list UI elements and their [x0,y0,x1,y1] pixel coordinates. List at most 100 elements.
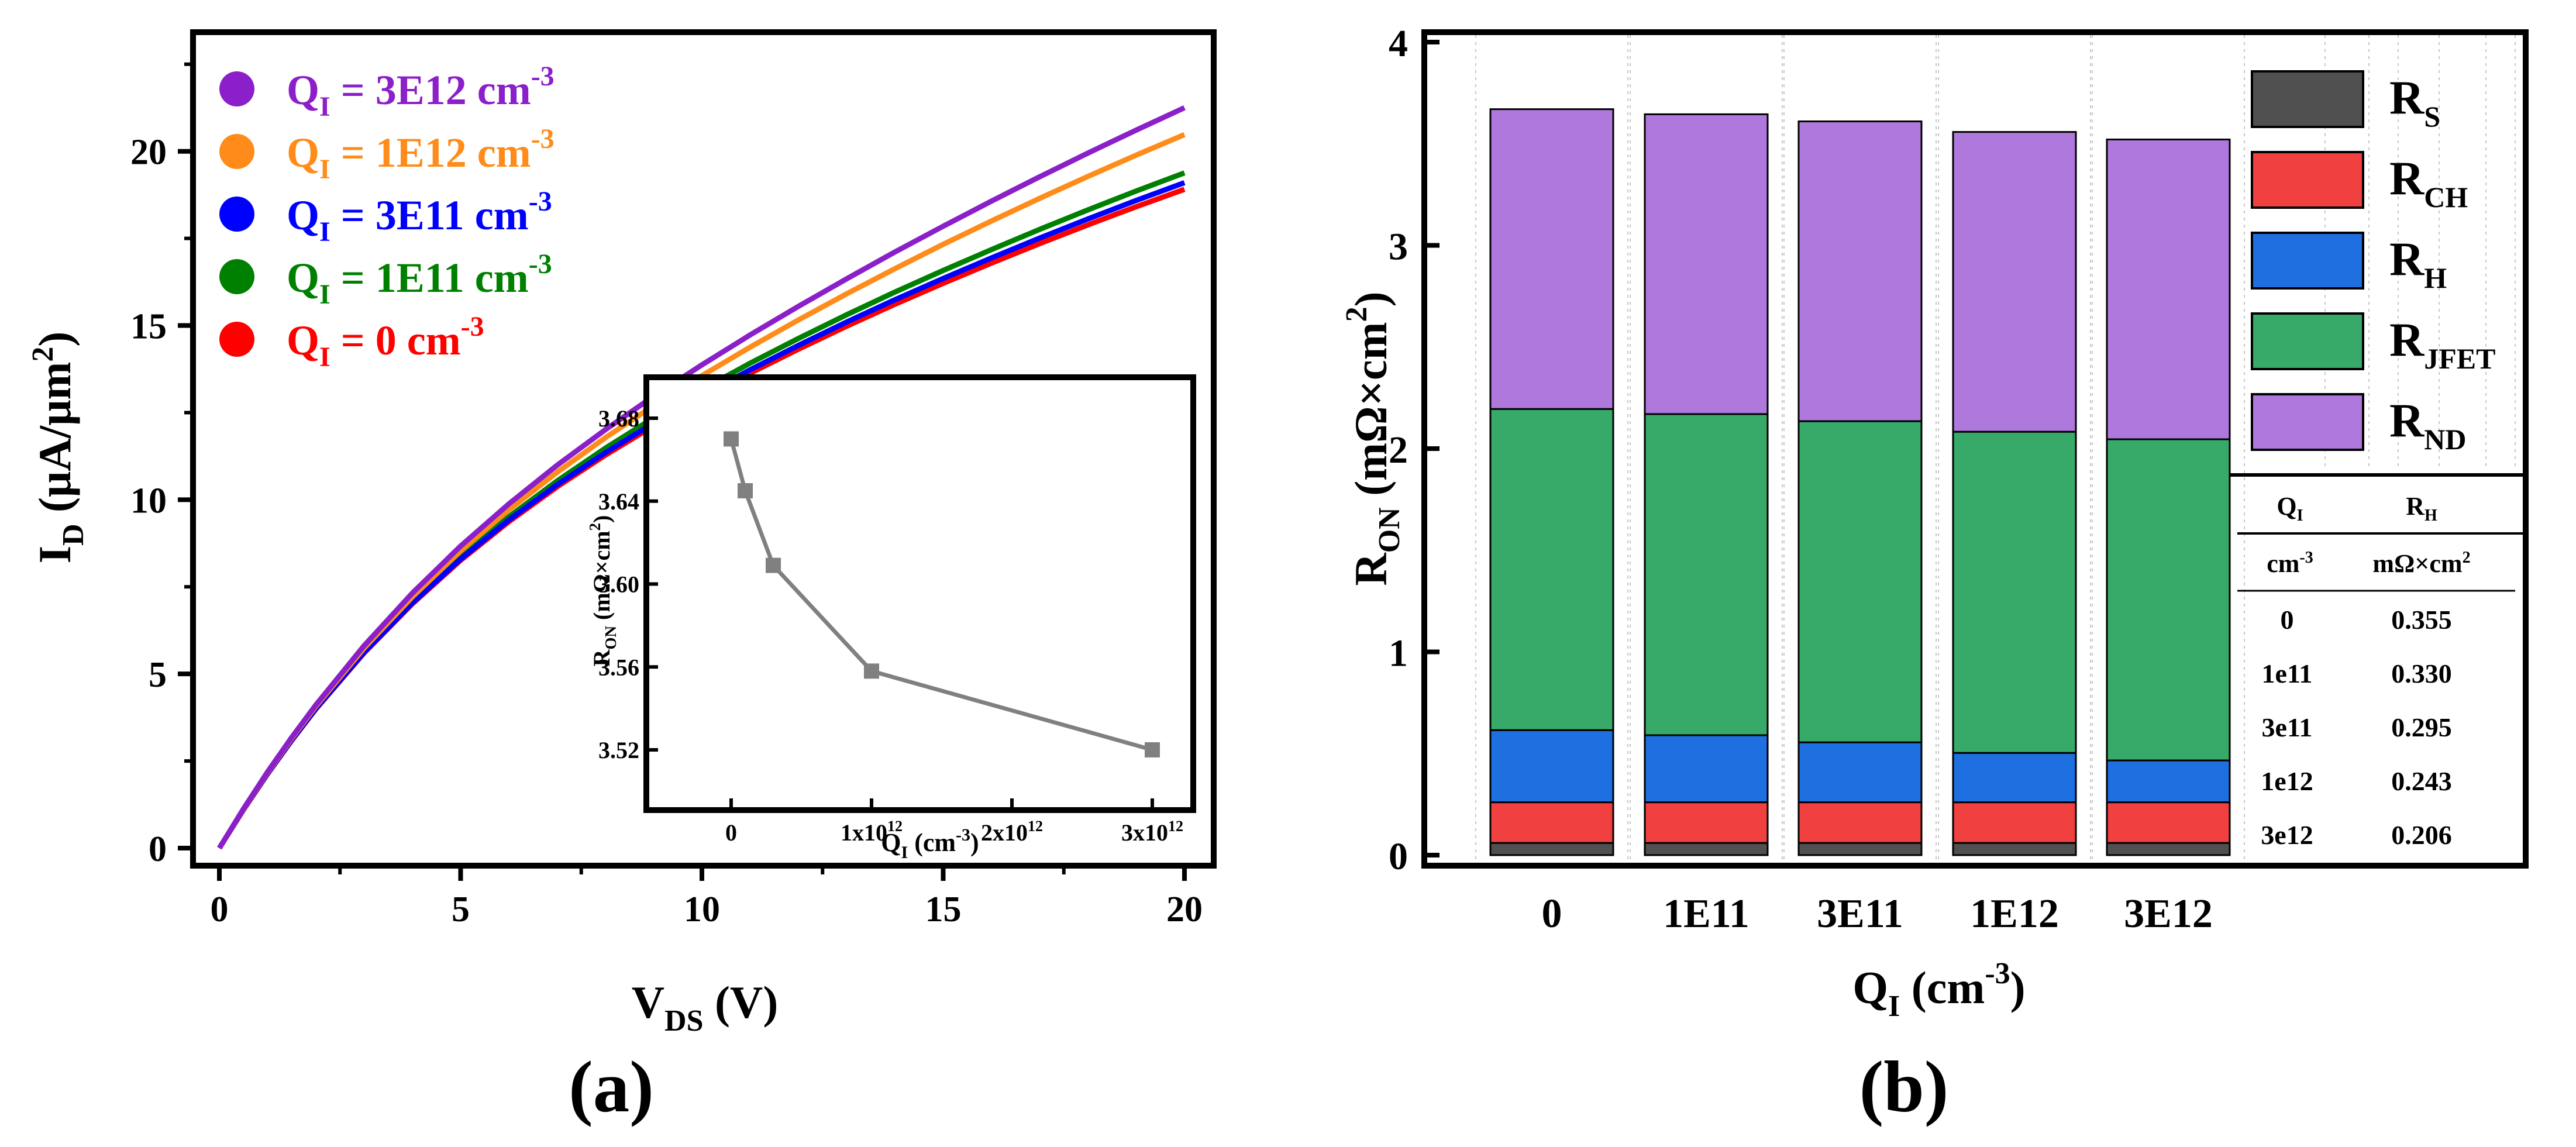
panel-a-xtick-label: 0 [211,890,229,929]
bar-segment-r-s [1797,842,1923,856]
inset-point [1145,742,1160,757]
bar-segment-r-h [1644,734,1769,804]
inset-marks [724,431,1160,757]
panel-a-ticks: 0 5 10 15 20 0 5 10 15 20 [130,62,1203,929]
panel-b-ytick-label: 3 [1389,226,1408,268]
inset-ytick-label: 3.64 [598,488,639,515]
panel-a-xtick-label: 5 [452,890,470,929]
inset-ticks: 3.52 3.56 3.60 3.64 3.68 0 1x1012 2x1012 3x1012 [598,405,1183,846]
panel-b-ytick-label: 1 [1389,632,1408,675]
panel-a-ytick-label: 0 [149,829,167,869]
bar-segment-r-ch [1489,801,1614,844]
table-header-rh: RH [2406,492,2437,525]
panel-a-xlabel: VDS (V) [632,977,779,1038]
inset-point [766,557,781,573]
bar-segment-r-nd [1644,113,1769,415]
panel-a-ytick-label: 20 [130,133,167,173]
panel-a-line-chart: 0 5 10 15 20 0 5 10 15 20 QI = 3E12 cm-3QI = 1E12… [26,29,1217,1128]
panel-a-legend-marker [219,71,254,106]
table-cell-qi: 0 [2281,605,2294,635]
bar-segment-r-jfet [1489,408,1614,731]
panel-b-legend-swatch [2251,312,2364,370]
panel-a-legend-label: QI = 3E11 cm-3 [287,186,552,247]
panel-b-bars [1489,108,2231,856]
table-cell-rh: 0.355 [2391,605,2452,635]
bar-segment-r-s [1489,842,1614,856]
rh-table: QI RH cm-3 mΩ×cm2 0 0.355 1e11 0.330 3e11 0.2… [2230,473,2526,850]
panel-a-legend-label: QI = 3E12 cm-3 [287,61,555,122]
panel-a-ytick-label: 10 [130,481,167,521]
inset-frame [643,374,1196,813]
inset-xtick-label: 2x1012 [981,818,1043,846]
panel-b-category-label: 1E11 [1663,891,1750,936]
inset-xtick-label: 1x1012 [841,818,903,846]
panel-b-category-label: 3E12 [2124,891,2213,936]
panel-b-legend: RS RCH RH RJFET RND [2251,70,2495,456]
table-header-qi: QI [2277,492,2303,525]
inset-ytick-label: 3.52 [598,737,639,763]
inset-ytick-label: 3.68 [598,405,639,432]
panel-a-legend-marker [219,259,254,294]
panel-a-ylabel: ID (μA/μm2) [26,332,90,564]
panel-b-ytick-label: 2 [1389,429,1408,471]
panel-b-legend-swatch [2251,70,2364,128]
bar-segment-r-ch [1952,801,2077,844]
panel-a-inset-chart: 3.523.563.603.643.680 1x1012 2x1012 3x1012 … [586,374,1196,862]
bar-segment-r-nd [1489,108,1614,410]
panel-b-category-label: 0 [1542,891,1562,936]
panel-a-legend-marker [219,197,254,232]
panel-a-label: (a) [569,1047,654,1128]
panel-b-xlabel: QI (cm-3) [1852,957,2025,1023]
bar-segment-r-h [1489,729,1614,804]
inset-ytick-label: 3.56 [598,654,639,680]
bar-segment-r-h [1952,752,2077,804]
inset-xlabel: QI (cm-3) [881,825,979,862]
bar-segment-r-s [1644,842,1769,856]
panel-b-legend-swatch [2251,232,2364,290]
inset-ylabel: RON (mΩ×cm2) [586,515,619,667]
panel-b-ytick-label: 0 [1389,835,1408,878]
inset-xtick-label: 3x1012 [1121,818,1183,846]
panel-a-xtick-label: 20 [1166,890,1203,929]
panel-a-legend-marker [219,134,254,169]
panel-b-category-label: 3E11 [1817,891,1903,936]
bar-segment-r-nd [1952,131,2077,433]
panel-a-xtick-label: 15 [925,890,962,929]
bar-segment-r-h [1797,741,1923,804]
panel-a-legend-label: QI = 0 cm-3 [287,311,484,373]
table-cell-qi: 3e12 [2261,820,2313,850]
bar-segment-r-jfet [1952,430,2077,754]
panel-a-legend-marker [219,322,254,357]
panel-b-legend-swatch [2251,151,2364,209]
table-cell-qi: 1e11 [2262,659,2313,688]
panel-b-legend-label: RND [2389,394,2466,456]
bar-segment-r-jfet [1797,420,1923,743]
bar-segment-r-jfet [2106,438,2231,762]
panel-a-legend: QI = 3E12 cm-3QI = 1E12 cm-3QI = 3E11 cm… [219,61,555,373]
bar-segment-r-ch [2106,801,2231,844]
panel-a-xtick-label: 10 [684,890,720,929]
bar-segment-r-s [2106,842,2231,856]
panel-a-ytick-label: 15 [130,307,167,347]
table-cell-qi: 1e12 [2261,766,2313,796]
panel-b-ytick-label: 4 [1389,22,1408,65]
table-cell-rh: 0.295 [2391,712,2452,742]
panel-a-legend-label: QI = 1E11 cm-3 [287,249,552,310]
panel-b-legend-label: RJFET [2389,313,2495,375]
inset-point [864,663,879,679]
table-cell-qi: 3e11 [2262,712,2313,742]
table-rows: 0 0.355 1e11 0.330 3e11 0.295 1e12 0.243 3e12 0.2… [2261,605,2451,850]
inset-xtick-label: 0 [725,819,737,846]
panel-b-label: (b) [1859,1047,1949,1128]
bar-segment-r-jfet [1644,413,1769,736]
panel-b-legend-label: RCH [2389,151,2468,213]
panel-b-legend-swatch [2251,393,2364,451]
panel-a-legend-label: QI = 1E12 cm-3 [287,123,555,185]
table-cell-rh: 0.330 [2391,659,2452,688]
panel-a-ytick-label: 5 [149,655,167,695]
panel-b-legend-label: RH [2389,232,2447,294]
table-cell-rh: 0.243 [2391,766,2452,796]
inset-point [738,483,753,499]
panel-b-legend-label: RS [2389,71,2440,133]
